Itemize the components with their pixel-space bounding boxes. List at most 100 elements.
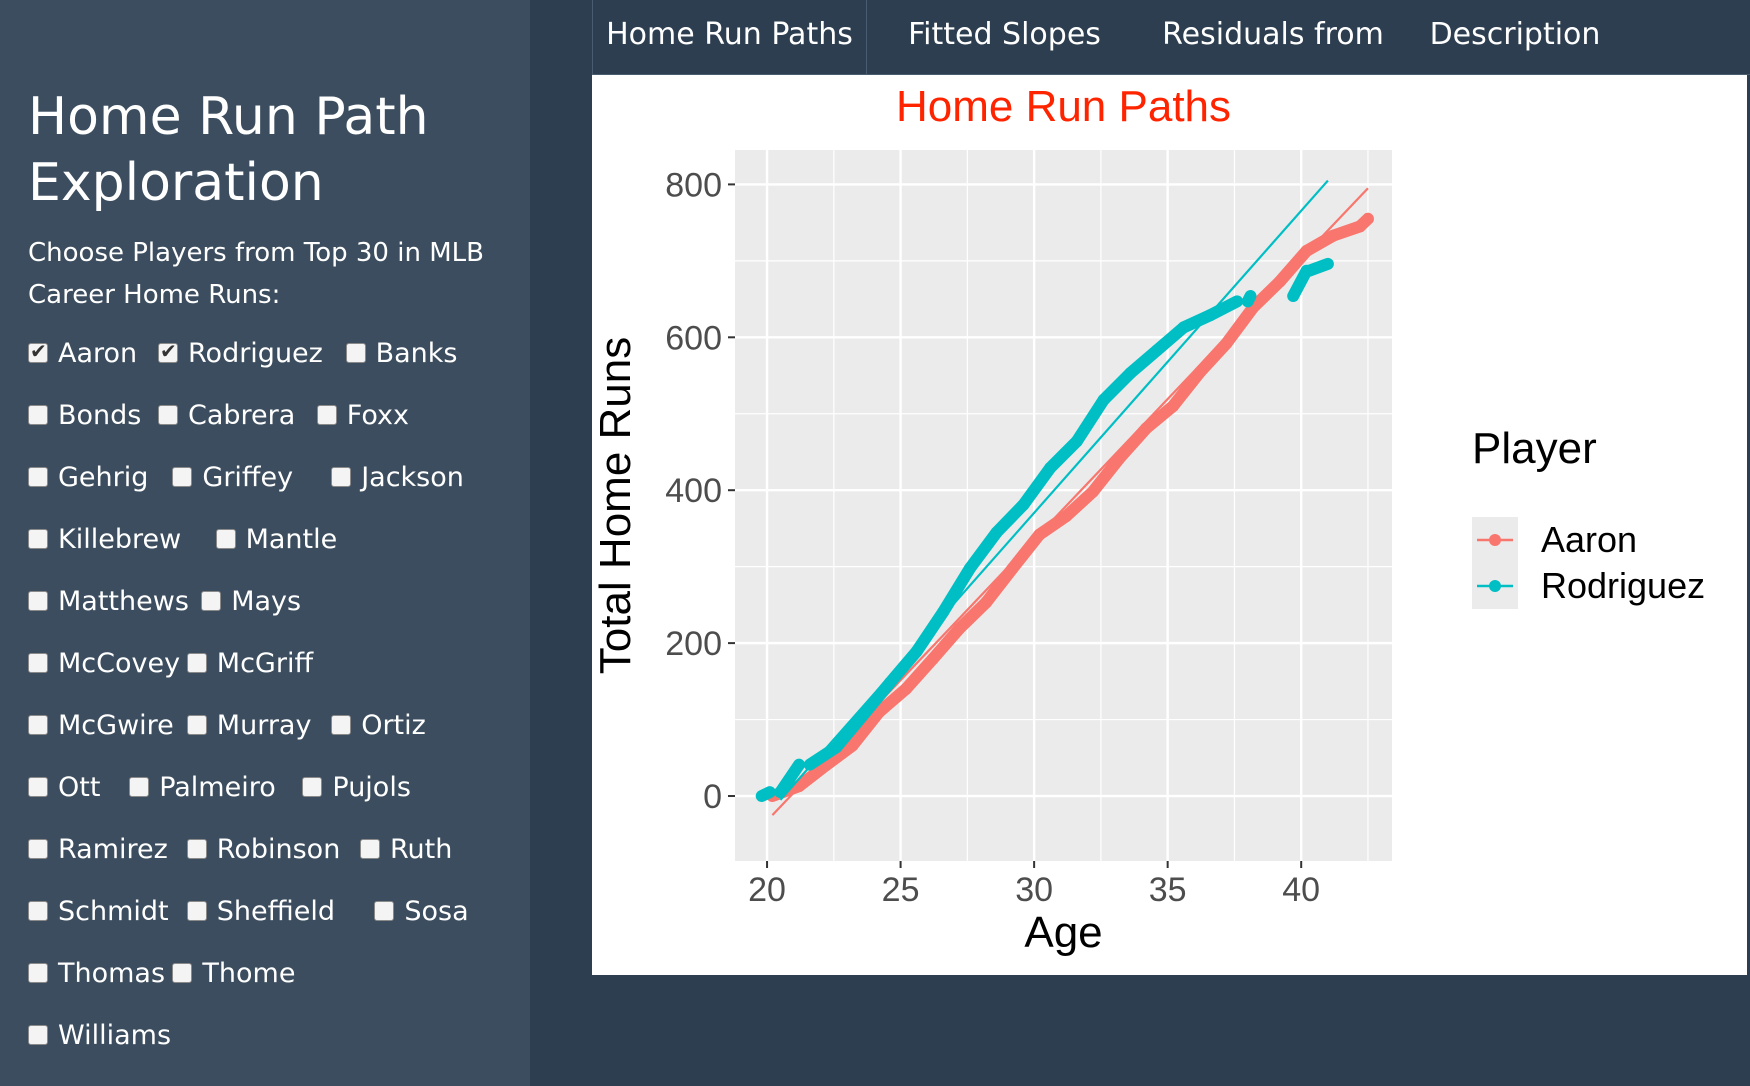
checkbox-unchecked-icon[interactable] (28, 839, 48, 859)
checkbox-label: Banks (375, 337, 458, 369)
checkbox-unchecked-icon[interactable] (201, 591, 222, 611)
checkbox-foxx[interactable]: Foxx (316, 395, 410, 435)
season-segment-rodriguez (1017, 462, 1057, 511)
checkbox-unchecked-icon[interactable] (28, 963, 48, 983)
checkbox-bonds[interactable]: Bonds (28, 395, 141, 435)
checkbox-unchecked-icon[interactable] (28, 715, 48, 735)
checkbox-thomas[interactable]: Thomas (28, 953, 165, 993)
checkbox-unchecked-icon[interactable] (28, 1025, 48, 1045)
checkbox-sheffield[interactable]: Sheffield (186, 891, 335, 931)
checkbox-unchecked-icon[interactable] (374, 901, 395, 921)
season-segment-aaron (1193, 337, 1233, 379)
checkbox-mantle[interactable]: Mantle (215, 519, 337, 559)
checkbox-unchecked-icon[interactable] (158, 405, 178, 425)
checkbox-label: Foxx (346, 399, 410, 431)
checkbox-sosa[interactable]: Sosa (374, 891, 469, 931)
player-select-instructions: Choose Players from Top 30 in MLB Career… (28, 238, 484, 310)
checkbox-unchecked-icon[interactable] (172, 467, 193, 487)
checkbox-checked-icon[interactable] (28, 339, 48, 363)
checkbox-unchecked-icon[interactable] (186, 839, 207, 859)
season-segment-aaron (1167, 366, 1206, 413)
season-segment-aaron (1113, 422, 1153, 465)
checkbox-checked-icon[interactable] (158, 339, 178, 363)
checkbox-unchecked-icon[interactable] (360, 839, 380, 859)
checkbox-matthews[interactable]: Matthews (28, 581, 189, 621)
tab-fitted-slopes[interactable]: Fitted Slopes (908, 17, 1101, 52)
season-segment-rodriguez (1303, 257, 1334, 277)
checkbox-robinson[interactable]: Robinson (186, 829, 340, 869)
checkbox-griffey[interactable]: Griffey (172, 457, 293, 497)
checkbox-rodriguez[interactable]: Rodriguez (158, 333, 323, 373)
checkbox-label: Rodriguez (188, 337, 323, 369)
checkbox-ott[interactable]: Ott (28, 767, 100, 807)
y-tick-label: 400 (665, 472, 722, 510)
legend-entry-rodriguez: Rodriguez (1541, 565, 1705, 606)
checkbox-ruth[interactable]: Ruth (360, 829, 452, 869)
checkbox-pujols[interactable]: Pujols (302, 767, 411, 807)
checkbox-unchecked-icon[interactable] (302, 777, 323, 797)
checkbox-gehrig[interactable]: Gehrig (28, 457, 148, 497)
checkbox-unchecked-icon[interactable] (28, 529, 48, 549)
x-tick-label: 30 (1015, 871, 1053, 909)
season-segment-rodriguez (964, 526, 1003, 575)
checkbox-unchecked-icon[interactable] (28, 405, 48, 425)
x-tick-label: 20 (748, 871, 786, 909)
tab-home-run-paths[interactable]: Home Run Paths (592, 0, 867, 74)
season-segment-aaron (1006, 528, 1046, 575)
checkbox-mcgriff[interactable]: McGriff (186, 643, 314, 683)
checkbox-cabrera[interactable]: Cabrera (158, 395, 295, 435)
legend-entry-aaron: Aaron (1541, 519, 1637, 560)
checkbox-ramirez[interactable]: Ramirez (28, 829, 168, 869)
season-segment-aaron (926, 622, 966, 666)
checkbox-label: McGriff (216, 647, 314, 679)
checkbox-palmeiro[interactable]: Palmeiro (129, 767, 276, 807)
checkbox-unchecked-icon[interactable] (28, 901, 48, 921)
checkbox-unchecked-icon[interactable] (129, 777, 150, 797)
checkbox-mays[interactable]: Mays (201, 581, 301, 621)
checkbox-label: McGwire (58, 709, 174, 741)
checkbox-mccovey[interactable]: McCovey (28, 643, 180, 683)
checkbox-williams[interactable]: Williams (28, 1015, 171, 1055)
x-tick-label: 25 (882, 871, 920, 909)
checkbox-thome[interactable]: Thome (172, 953, 295, 993)
checkbox-label: McCovey (58, 647, 181, 679)
season-segment-rodriguez (1287, 264, 1313, 303)
checkbox-label: Pujols (332, 771, 411, 803)
checkbox-schmidt[interactable]: Schmidt (28, 891, 169, 931)
tab-residuals-from-fit[interactable]: Residuals from Fit (1162, 17, 1384, 122)
checkbox-unchecked-icon[interactable] (186, 653, 207, 673)
legend-key-point (1489, 534, 1501, 546)
checkbox-aaron[interactable]: Aaron (28, 333, 137, 373)
checkbox-murray[interactable]: Murray (186, 705, 312, 745)
checkbox-killebrew[interactable]: Killebrew (28, 519, 181, 559)
checkbox-unchecked-icon[interactable] (345, 343, 366, 363)
checkbox-unchecked-icon[interactable] (28, 591, 48, 611)
checkbox-label: Sosa (404, 895, 469, 927)
checkbox-unchecked-icon[interactable] (215, 529, 236, 549)
season-segment-aaron (846, 705, 886, 752)
tab-description[interactable]: Description (1429, 17, 1601, 52)
checkbox-label: Aaron (58, 337, 138, 369)
checkbox-label: Jackson (361, 461, 464, 493)
season-segment-aaron (1086, 452, 1126, 498)
checkbox-unchecked-icon[interactable] (331, 715, 352, 735)
checkbox-unchecked-icon[interactable] (28, 777, 48, 797)
checkbox-jackson[interactable]: Jackson (331, 457, 464, 497)
checkbox-label: Murray (216, 709, 312, 741)
season-segment-rodriguez (1097, 367, 1137, 406)
season-segment-aaron (899, 653, 939, 695)
checkbox-label: Ramirez (58, 833, 168, 865)
season-segment-aaron (1247, 275, 1286, 314)
checkbox-unchecked-icon[interactable] (172, 963, 193, 983)
checkbox-ortiz[interactable]: Ortiz (331, 705, 426, 745)
checkbox-mcgwire[interactable]: McGwire (28, 705, 174, 745)
checkbox-unchecked-icon[interactable] (331, 467, 352, 487)
checkbox-unchecked-icon[interactable] (316, 405, 337, 425)
checkbox-unchecked-icon[interactable] (28, 467, 48, 487)
y-tick-label: 800 (665, 166, 722, 204)
checkbox-unchecked-icon[interactable] (28, 653, 48, 673)
checkbox-unchecked-icon[interactable] (186, 901, 207, 921)
checkbox-banks[interactable]: Banks (345, 333, 458, 373)
checkbox-unchecked-icon[interactable] (186, 715, 207, 735)
season-segment-aaron (953, 596, 993, 635)
